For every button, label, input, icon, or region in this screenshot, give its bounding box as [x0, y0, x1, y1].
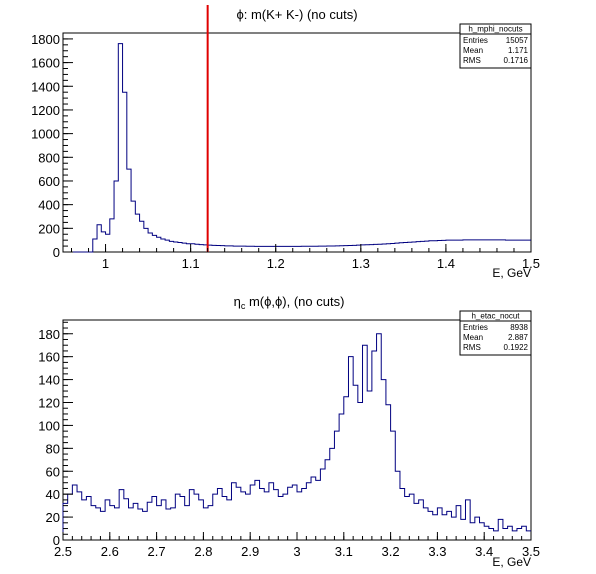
- chart-2-y-tick-label: 140: [38, 373, 60, 388]
- chart-1-x-axis-label: E, GeV: [492, 266, 531, 280]
- chart-1-stats-title: h_mphi_nocuts: [468, 25, 522, 34]
- chart-2-y-tick-label: 60: [46, 464, 60, 479]
- chart-1-x-tick-label: 1.1: [182, 256, 200, 271]
- chart-1-title: ϕ: m(K+ K-) (no cuts): [236, 7, 357, 22]
- chart-1-x-axis: 1 1.1 1.2 1.3 1.4 1.5: [71, 244, 540, 271]
- chart-1-stats-entries-value: 15057: [506, 36, 529, 45]
- chart-1-stats-box: h_mphi_nocuts Entries 15057 Mean 1.171 R…: [459, 23, 532, 69]
- chart-2-y-tick-label: 100: [38, 418, 60, 433]
- chart-1-y-tick-label: 400: [38, 198, 60, 213]
- chart-2-x-tick-label: 2.8: [194, 544, 212, 559]
- chart-2-title-symbol: η: [234, 294, 241, 309]
- chart-1-y-tick-label: 1200: [31, 103, 60, 118]
- chart-2-x-tick-label: 2.7: [148, 544, 166, 559]
- chart-1-y-tick-label: 1600: [31, 56, 60, 71]
- chart-2-title: ηc m(ϕ,ϕ), (no cuts): [234, 294, 345, 311]
- chart-1-x-tick-label: 1.5: [522, 256, 540, 271]
- chart-1-x-tick-label: 1.4: [437, 256, 455, 271]
- chart-2-y-tick-label: 80: [46, 441, 60, 456]
- chart-panel-2: ηc m(ϕ,ϕ), (no cuts) 2.5 2.6 2.7 2.8 2.9 3 3.1…: [38, 294, 540, 569]
- chart-2-histogram: [62, 333, 531, 540]
- chart-1-stats-mean-label: Mean: [463, 46, 483, 55]
- chart-1-y-tick-label: 1400: [31, 79, 60, 94]
- chart-2-y-tick-label: 40: [46, 487, 60, 502]
- chart-1-x-tick-label: 1.3: [352, 256, 370, 271]
- chart-2-stats-mean-value: 2.887: [508, 333, 529, 342]
- chart-1-stats-entries-label: Entries: [463, 36, 488, 45]
- chart-2-y-tick-label: 180: [38, 327, 60, 342]
- chart-1-y-tick-label: 1800: [31, 32, 60, 47]
- chart-1-stats-rms-label: RMS: [463, 56, 481, 65]
- chart-2-y-tick-label: 160: [38, 350, 60, 365]
- chart-2-stats-entries-label: Entries: [463, 323, 488, 332]
- chart-2-x-axis: 2.5 2.6 2.7 2.8 2.9 3 3.1 3.2 3.3 3.4 3.5: [54, 532, 540, 559]
- chart-panel-1: ϕ: m(K+ K-) (no cuts) 1 1.1 1.2 1.3 1.4 1.5 0…: [31, 5, 540, 280]
- chart-2-x-tick-label: 3: [293, 544, 300, 559]
- chart-2-x-axis-label: E, GeV: [492, 555, 531, 569]
- chart-2-histogram-line: [62, 333, 531, 540]
- chart-1-y-tick-label: 0: [53, 245, 60, 260]
- chart-2-x-tick-label: 3.2: [382, 544, 400, 559]
- chart-1-frame: [62, 32, 532, 253]
- chart-1-histogram-line: [63, 43, 531, 253]
- chart-2-x-tick-label: 3.4: [475, 544, 493, 559]
- chart-1-title-rest: : m(K+ K-) (no cuts): [244, 7, 358, 22]
- chart-2-y-tick-label: 20: [46, 510, 60, 525]
- chart-2-x-tick-label: 2.5: [54, 544, 72, 559]
- chart-1-y-tick-label: 200: [38, 221, 60, 236]
- chart-2-stats-box: h_etac_nocut Entries 8938 Mean 2.887 RMS…: [459, 310, 532, 356]
- chart-2-stats-mean-label: Mean: [463, 333, 483, 342]
- chart-2-x-tick-label: 3.1: [335, 544, 353, 559]
- chart-2-x-tick-label: 2.6: [101, 544, 119, 559]
- chart-1-stats-rms-value: 0.1716: [504, 56, 529, 65]
- chart-2-y-tick-label: 120: [38, 396, 60, 411]
- chart-2-stats-frame: [459, 310, 532, 356]
- chart-2-stats-rms-value: 0.1922: [504, 343, 529, 352]
- chart-1-histogram: [63, 43, 531, 253]
- chart-1-x-tick-label: 1: [102, 256, 109, 271]
- chart-2-x-tick-label: 3.5: [522, 544, 540, 559]
- chart-2-stats-entries-value: 8938: [510, 323, 528, 332]
- chart-2-title-rest: m(ϕ,ϕ), (no cuts): [245, 294, 344, 309]
- chart-1-stats-mean-value: 1.171: [508, 46, 529, 55]
- chart-1-stats-frame: [459, 23, 532, 69]
- chart-1-y-tick-label: 600: [38, 174, 60, 189]
- chart-1-x-tick-label: 1.2: [267, 256, 285, 271]
- chart-1-title-symbol: ϕ: [236, 7, 243, 22]
- chart-1-y-axis: 0 200 400 600 800 1000 1200 1400 1600 1800: [31, 32, 73, 260]
- chart-2-y-tick-label: 0: [53, 533, 60, 548]
- chart-2-x-tick-label: 2.9: [241, 544, 259, 559]
- chart-1-y-tick-label: 1000: [31, 127, 60, 142]
- chart-2-title-sub: c: [241, 301, 246, 311]
- chart-1-y-tick-label: 800: [38, 150, 60, 165]
- chart-2-y-axis: 0 20 40 60 80 100 120 140 160 180: [38, 321, 73, 548]
- chart-2-stats-title: h_etac_nocut: [471, 312, 520, 321]
- chart-2-stats-rms-label: RMS: [463, 343, 481, 352]
- chart-2-x-tick-label: 3.3: [428, 544, 446, 559]
